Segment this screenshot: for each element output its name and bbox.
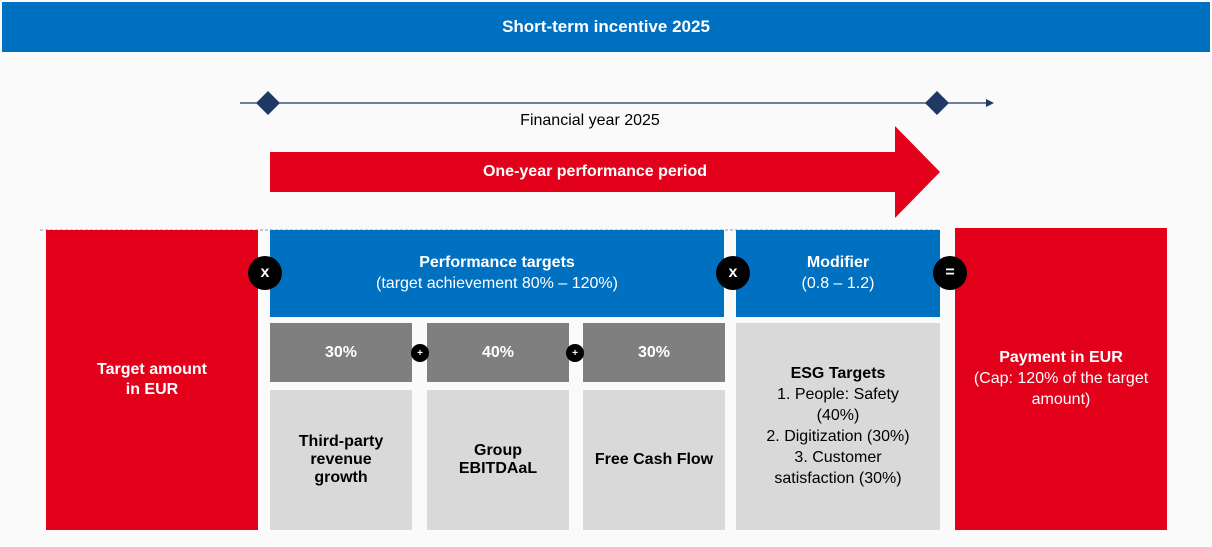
timeline-label: Financial year 2025: [440, 108, 740, 132]
header-title: Short-term incentive 2025: [502, 17, 710, 36]
modifier-subtitle: (0.8 – 1.2): [801, 275, 875, 292]
end-diamond: [925, 91, 949, 115]
component-label: Group EBITDAaL: [458, 442, 538, 477]
modifier-title: Modifier: [806, 254, 870, 271]
weight: 30%: [637, 343, 671, 361]
payment-subtitle: (Cap: 120% of the target amount): [973, 370, 1149, 408]
component-box: Group EBITDAaL: [427, 390, 569, 530]
component-label: Third-party revenue growth: [298, 433, 384, 486]
operator: +: [411, 344, 429, 362]
performance-box: Performance targets (target achievement …: [270, 230, 724, 317]
weight: 40%: [481, 343, 515, 361]
component-box: Third-party revenue growth: [270, 390, 412, 530]
operator: +: [566, 344, 584, 362]
timeline-arrowhead: [986, 99, 994, 107]
esg-item: 1. People: Safety (40%): [777, 386, 899, 424]
esg-item: 2. Digitization (30%): [766, 428, 910, 445]
weight-box: 30%: [583, 323, 725, 382]
target-box: Target amount in EUR: [46, 230, 258, 530]
start-diamond: [256, 91, 280, 115]
esg-box: ESG Targets 1. People: Safety (40%) 2. D…: [736, 323, 940, 530]
period-text: One-year performance period: [482, 163, 708, 180]
component-box: Free Cash Flow: [583, 390, 725, 530]
period-label: One-year performance period: [270, 152, 920, 192]
operator: x: [716, 256, 750, 290]
weight: 30%: [324, 343, 358, 361]
operator: x: [248, 256, 282, 290]
modifier-box: Modifier (0.8 – 1.2): [736, 230, 940, 317]
operator: =: [933, 256, 967, 290]
timeline-text: Financial year 2025: [520, 111, 660, 129]
performance-subtitle: (target achievement 80% – 120%): [376, 275, 618, 292]
esg-item: 3. Customer satisfaction (30%): [774, 449, 902, 487]
payment-title: Payment in EUR: [999, 349, 1123, 366]
target-text: Target amount in EUR: [97, 361, 207, 398]
payment-box: Payment in EUR (Cap: 120% of the target …: [955, 228, 1167, 530]
performance-title: Performance targets: [419, 254, 575, 271]
weight-box: 30%: [270, 323, 412, 382]
weight-box: 40%: [427, 323, 569, 382]
period-arrow: [270, 126, 940, 218]
header: Short-term incentive 2025: [2, 2, 1210, 52]
component-label: Free Cash Flow: [594, 451, 714, 468]
esg-title: ESG Targets: [790, 365, 886, 382]
